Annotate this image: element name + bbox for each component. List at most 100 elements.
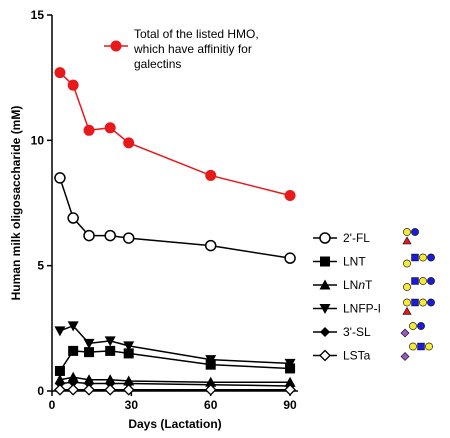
series-line (59, 376, 291, 383)
x-axis-title: Days (Lactation) (128, 417, 221, 431)
legend-label: LSTa (343, 349, 371, 363)
galactose-shape (403, 259, 411, 268)
y-axis-title: Human milk oligosaccharide (mM) (9, 106, 23, 301)
data-point (284, 358, 296, 369)
glucose-shape (427, 298, 435, 307)
series-layer (54, 67, 296, 396)
data-point (105, 378, 116, 389)
data-point (83, 229, 95, 242)
galactose-shape (419, 298, 427, 307)
galactose-shape (403, 228, 411, 236)
data-point (84, 378, 95, 389)
galactose-shape (403, 283, 411, 291)
y-tick-label: 5 (37, 259, 44, 273)
x-tick-label: 0 (49, 398, 56, 412)
x-tick-label: 60 (204, 398, 218, 412)
data-point (54, 67, 66, 79)
data-point (67, 371, 79, 382)
glcnac-shape (411, 253, 419, 262)
legend-item: LSTa (313, 342, 433, 363)
data-point (284, 189, 296, 201)
fucose-shape (402, 236, 412, 245)
legend-label: LNT (343, 255, 366, 269)
data-point (104, 122, 116, 134)
y-tick-label: 0 (37, 384, 44, 398)
data-point (67, 383, 80, 396)
data-point (54, 378, 65, 389)
series-2'-FL (54, 172, 296, 264)
data-point (123, 137, 135, 149)
x-tick-label: 90 (283, 398, 297, 412)
series-LNFP-I (54, 321, 296, 369)
fucose-shape (402, 306, 412, 315)
series-LSTa (54, 383, 296, 396)
galactose-shape (403, 298, 411, 307)
glucose-shape (411, 228, 419, 236)
data-point (123, 341, 135, 352)
legend: 2'-FL LNT LNnT LNFP-I 3'-SL LSTa (313, 228, 435, 363)
glycan-structure-icon (402, 298, 435, 315)
legend-label: LNFP-I (343, 302, 381, 316)
data-point (68, 345, 79, 356)
legend-label: 3'-SL (343, 325, 371, 339)
data-point (122, 383, 135, 396)
data-point (122, 232, 135, 244)
annotation-text: galectins (134, 57, 181, 71)
y-tick-label: 10 (31, 133, 45, 147)
annotation-text: which have affinitiy for (133, 42, 252, 56)
sialic-acid-shape (400, 328, 410, 338)
glycan-structure-icon (403, 253, 435, 268)
legend-item: LNFP-I (313, 298, 435, 316)
legend-label: 2'-FL (343, 231, 370, 245)
glucose-shape (427, 253, 435, 262)
series-line (59, 177, 291, 259)
y-tick-label: 15 (31, 8, 45, 22)
glcnac-shape (411, 298, 419, 307)
data-point (83, 338, 95, 349)
legend-item: 2'-FL (313, 228, 419, 245)
glucose-shape (427, 277, 435, 285)
galactose-shape (409, 322, 417, 330)
legend-label: LNnT (343, 278, 373, 292)
data-point (54, 172, 66, 184)
legend-marker (319, 304, 331, 314)
galactose-shape (419, 253, 427, 262)
data-point (205, 355, 217, 366)
data-point (67, 79, 79, 91)
glcnac-shape (417, 342, 425, 351)
annotation: Total of the listed HMO,which have affin… (104, 27, 259, 71)
glucose-shape (417, 322, 425, 330)
data-point (123, 348, 134, 359)
data-point (54, 383, 66, 396)
data-point (83, 383, 95, 396)
data-point (54, 365, 65, 376)
data-point (68, 377, 79, 388)
data-point (205, 169, 217, 181)
data-point (84, 347, 95, 358)
glycan-structure-icon (402, 228, 419, 245)
legend-item: LNnT (313, 277, 435, 292)
series-line (59, 72, 291, 197)
series-LNT (54, 345, 296, 376)
series-total (54, 67, 296, 201)
legend-marker (320, 256, 330, 267)
data-point (104, 336, 116, 347)
legend-marker (319, 349, 331, 362)
x-tick-label: 30 (125, 398, 139, 412)
data-point (54, 326, 66, 337)
sialic-acid-shape (400, 352, 410, 361)
data-point (123, 378, 134, 389)
data-point (284, 252, 296, 264)
data-point (104, 383, 117, 396)
galactose-shape (409, 342, 417, 351)
legend-marker (319, 279, 331, 290)
legend-item: LNT (313, 253, 435, 269)
data-point (83, 124, 95, 136)
data-point (284, 383, 296, 396)
data-point (204, 383, 217, 396)
glcnac-shape (411, 277, 419, 285)
legend-item: 3'-SL (313, 322, 425, 339)
axes: 0 5 10 15 0 30 60 90 Days (Lactation) Human milk … (9, 8, 298, 431)
glycan-structure-icon (403, 277, 435, 291)
